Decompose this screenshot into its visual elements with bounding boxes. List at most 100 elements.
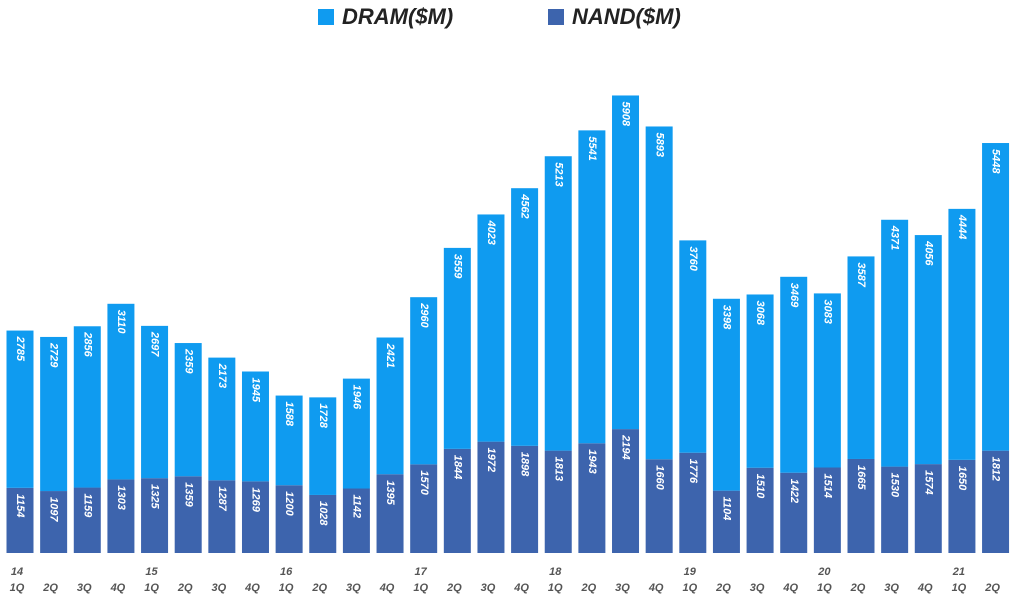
legend-label: DRAM($M) [342,4,453,29]
x-tick-label: 3Q [615,582,630,594]
x-tick-label: 1Q [413,582,428,594]
x-tick-label: 4Q [513,582,529,594]
bar-segment [780,472,808,553]
bar-segment [208,480,236,553]
x-tick-label: 21 [952,566,965,578]
bar-segment [309,494,337,553]
bar-segment [73,487,101,553]
data-label: 3110 [115,310,127,335]
data-label: 1200 [283,491,295,516]
data-label: 1287 [216,486,228,511]
x-tick-label: 4Q [648,582,664,594]
x-tick-label: 3Q [481,582,496,594]
bar-segment [578,443,606,553]
x-tick-label: 1Q [144,582,159,594]
legend-label: NAND($M) [572,4,681,29]
data-label: 1776 [687,459,699,484]
bar-segment [241,481,269,553]
x-tick-label: 2Q [311,582,327,594]
legend-swatch [548,9,564,25]
bar-segment [847,256,875,459]
bar-segment [982,450,1010,553]
x-tick-label: 2Q [446,582,462,594]
x-tick-label: 2Q [177,582,193,594]
bar-segment [948,459,976,553]
bar-segment [275,485,303,553]
bar-segment [477,441,505,553]
bar-segment [612,95,640,430]
data-label: 1665 [855,465,867,490]
data-label: 3083 [821,299,833,323]
data-label: 1844 [451,455,463,479]
bar-segment [511,445,539,553]
x-tick-label: 18 [549,566,562,578]
x-tick-label: 2Q [984,582,1000,594]
x-tick-label: 3Q [346,582,361,594]
bar-segment [443,448,471,553]
data-label: 1325 [149,484,161,509]
data-label: 1588 [283,402,295,427]
bar-segment [6,330,34,488]
data-label: 3760 [687,246,699,271]
data-label: 1943 [586,449,598,473]
data-label: 3398 [721,305,733,330]
data-label: 1813 [552,457,564,481]
bar-segment [241,371,269,482]
data-label: 1650 [956,466,968,491]
x-tick-label: 19 [684,566,697,578]
x-tick-label: 3Q [750,582,765,594]
data-label: 2729 [48,342,60,368]
data-label: 4056 [922,240,934,266]
bar-segment [914,235,942,465]
bar-segment [948,208,976,460]
data-label: 1946 [350,385,362,410]
data-label: 1154 [14,494,26,518]
data-label: 4371 [889,225,901,250]
x-tick-label: 1Q [682,582,697,594]
data-label: 1142 [350,495,362,519]
bar-segment [477,214,505,442]
data-label: 2173 [216,363,228,388]
x-tick-label: 4Q [110,582,126,594]
bar-segment [612,429,640,553]
data-label: 1530 [889,473,901,498]
x-tick-label: 4Q [244,582,260,594]
x-tick-label: 1Q [548,582,563,594]
bar-segment [881,466,909,553]
data-label: 1028 [317,501,329,526]
data-label: 1972 [485,448,497,472]
data-label: 4444 [956,214,968,239]
x-tick-label: 16 [280,566,293,578]
data-label: 1574 [922,470,934,494]
data-label: 5448 [990,149,1002,174]
bar-segment [679,452,707,553]
data-label: 3559 [451,254,463,279]
x-tick-label: 14 [11,566,23,578]
bar-segment [40,491,68,553]
data-label: 5893 [653,132,665,156]
bar-segment [275,395,303,486]
bar-segment [410,464,438,553]
bar-segment [174,343,202,477]
data-label: 5213 [552,162,564,186]
x-tick-label: 2Q [715,582,731,594]
x-tick-label: 4Q [917,582,933,594]
bar-segment [746,294,774,468]
data-label: 4562 [519,193,531,218]
bar-segment [141,325,169,479]
data-label: 4023 [485,219,497,244]
data-label: 1728 [317,403,329,428]
bar-segment [645,126,673,460]
bar-segment [40,336,68,492]
bar-segment [645,459,673,553]
x-tick-label: 4Q [379,582,395,594]
bar-segment [342,378,370,489]
bar-segment [511,188,539,446]
data-label: 3469 [788,283,800,308]
x-tick-label: 3Q [211,582,226,594]
data-label: 2194 [620,434,632,459]
data-label: 1898 [519,452,531,477]
data-label: 1104 [721,497,733,521]
bar-segment [679,240,707,453]
data-label: 1422 [788,479,800,503]
